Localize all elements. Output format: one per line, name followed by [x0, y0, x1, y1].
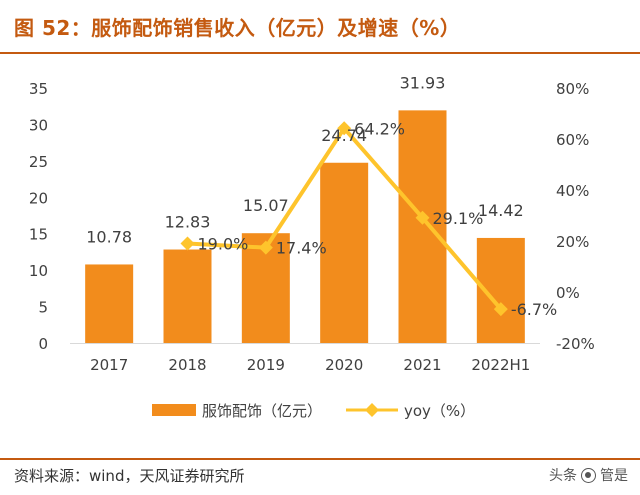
footer-rule	[0, 458, 640, 460]
yoy-point	[493, 302, 508, 317]
bar	[398, 110, 447, 343]
x-tick-label: 2021	[403, 356, 441, 374]
bar-value-label: 12.83	[165, 213, 211, 232]
yoy-point	[180, 236, 195, 251]
bar-value-label: 31.93	[400, 73, 446, 92]
watermark: 头条 管是	[549, 462, 628, 488]
bar-value-label: 24.74	[321, 126, 367, 145]
bar-value-label: 15.07	[243, 196, 289, 215]
legend-bar-label: 服饰配饰（亿元）	[202, 402, 322, 420]
y-right-tick-label: 60%	[556, 131, 589, 149]
watermark-prefix: 头条	[549, 468, 577, 484]
yoy-point	[258, 240, 273, 255]
legend-line-marker	[365, 403, 379, 417]
bar	[320, 162, 369, 343]
yoy-value-label: 64.2%	[354, 119, 405, 138]
y-right-tick-label: 40%	[556, 182, 589, 200]
source-note: 资料来源：wind，天风证券研究所	[14, 466, 245, 485]
y-left-tick-label: 10	[29, 262, 48, 280]
y-left-tick-label: 20	[29, 189, 48, 207]
y-right-tick-label: 20%	[556, 233, 589, 251]
combo-chart: 0 5 10 15 20 25 30 35 -20% 0% 20% 40% 60% 80% 2017 2018…	[29, 73, 595, 420]
y-right-tick-label: 80%	[556, 80, 589, 98]
yoy-point	[337, 121, 352, 136]
y-left-tick-label: 5	[38, 299, 48, 317]
y-left-tick-label: 0	[38, 335, 48, 353]
title-rule	[0, 52, 640, 54]
bar	[85, 264, 134, 343]
x-tick-label: 2022H1	[471, 356, 530, 374]
x-tick-label: 2017	[90, 356, 128, 374]
bar	[163, 249, 212, 343]
bar-value-label: 14.42	[478, 201, 524, 220]
x-tick-label: 2020	[325, 356, 363, 374]
y-right-tick-label: -20%	[556, 335, 595, 353]
bar-value-label: 10.78	[86, 227, 132, 246]
yoy-value-label: 19.0%	[198, 235, 249, 254]
yoy-value-label: -6.7%	[511, 300, 557, 319]
yoy-value-label: 17.4%	[276, 239, 327, 258]
x-tick-label: 2018	[168, 356, 206, 374]
y-left-tick-label: 25	[29, 153, 48, 171]
yoy-value-label: 29.1%	[433, 209, 484, 228]
legend-bar-swatch	[152, 404, 196, 416]
chart-title: 图 52：服饰配饰销售收入（亿元）及增速（%）	[14, 15, 461, 40]
legend-line-label: yoy（%）	[404, 402, 475, 420]
y-right-tick-label: 0%	[556, 284, 580, 302]
y-left-tick-label: 30	[29, 116, 48, 134]
watermark-account: 管是	[600, 468, 628, 484]
yoy-point	[415, 210, 430, 225]
at-icon	[581, 467, 596, 483]
x-tick-label: 2019	[247, 356, 285, 374]
y-left-tick-label: 35	[29, 80, 48, 98]
y-left-tick-label: 15	[29, 226, 48, 244]
